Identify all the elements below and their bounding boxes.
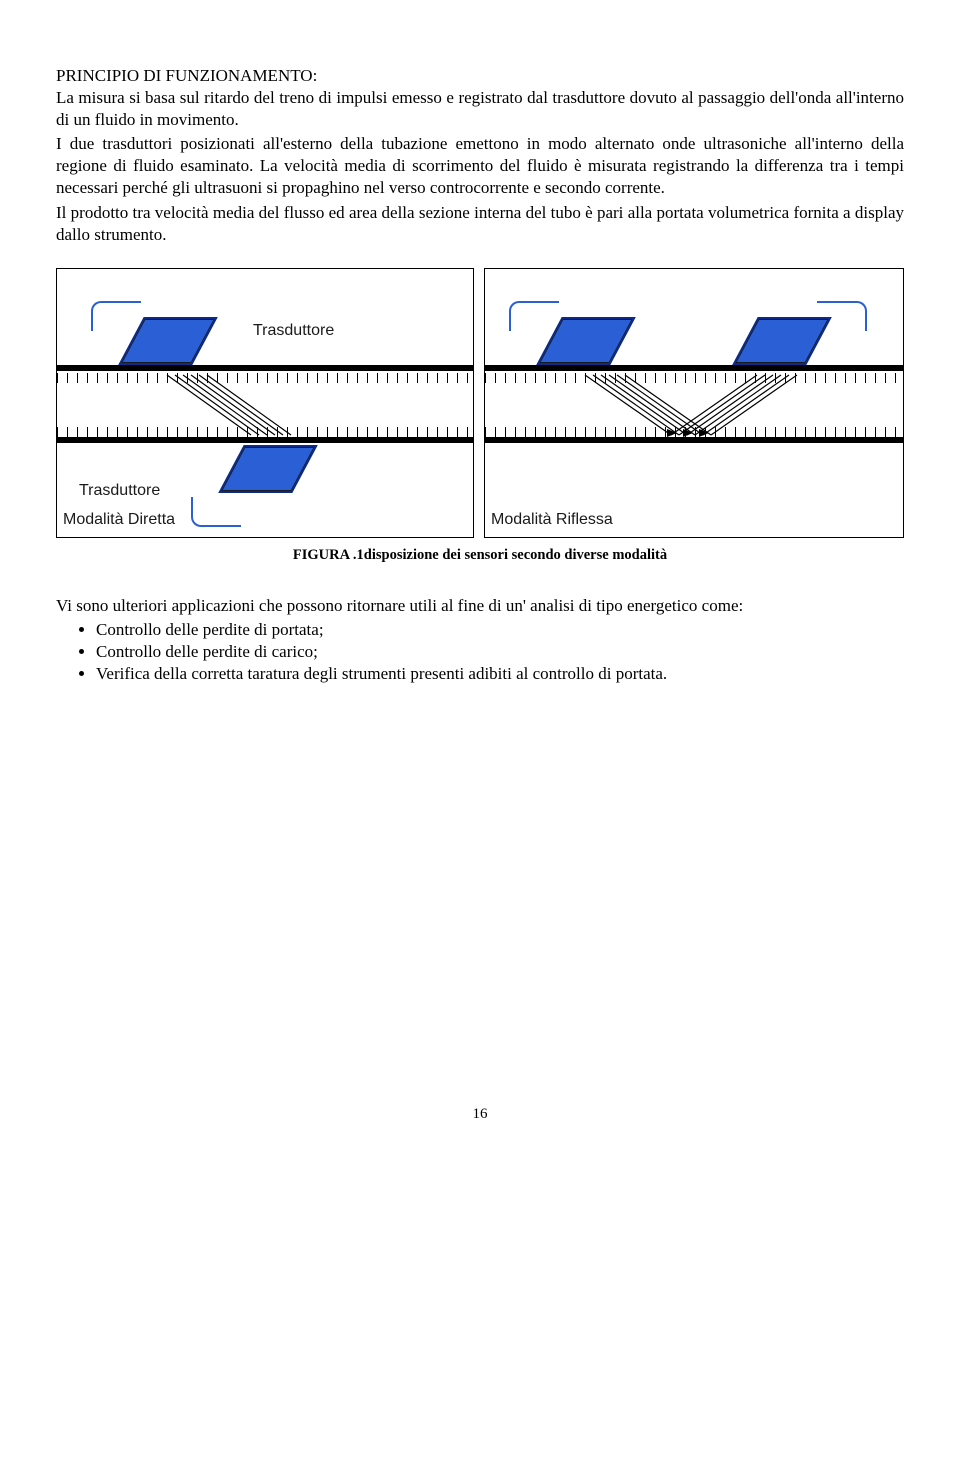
figure-panel-reflected: Modalità Riflessa [484,268,904,538]
section-heading: PRINCIPIO DI FUNZIONAMENTO: [56,65,904,87]
figure-panel-direct: Trasduttore Trasduttore Modalità Diretta [56,268,474,538]
page-number: 16 [56,1105,904,1125]
applications-list: Controllo delle perdite di portata; Cont… [74,619,904,685]
paragraph-1: La misura si basa sul ritardo del treno … [56,87,904,131]
paragraph-2: I due trasduttori posizionati all'estern… [56,133,904,199]
figure-caption-text: 1disposizione dei sensori secondo divers… [357,547,668,563]
beam-lines-right [485,269,905,539]
list-item: Controllo delle perdite di carico; [96,641,904,663]
mode-label-reflected: Modalità Riflessa [491,510,613,531]
paragraph-3: Il prodotto tra velocità media del fluss… [56,202,904,246]
mode-label-direct: Modalità Diretta [63,510,175,531]
figure-container: Trasduttore Trasduttore Modalità Diretta [56,268,904,538]
list-item: Controllo delle perdite di portata; [96,619,904,641]
label-trasduttore-bottom: Trasduttore [79,481,160,502]
figure-caption: FIGURA .1disposizione dei sensori second… [56,546,904,565]
list-item: Verifica della corretta taratura degli s… [96,663,904,685]
applications-intro: Vi sono ulteriori applicazioni che posso… [56,595,904,617]
label-trasduttore-top: Trasduttore [253,321,334,342]
figure-caption-prefix: FIGURA . [293,547,357,563]
